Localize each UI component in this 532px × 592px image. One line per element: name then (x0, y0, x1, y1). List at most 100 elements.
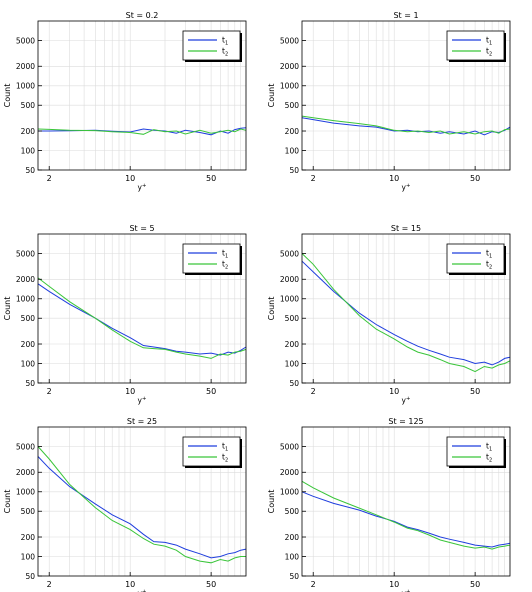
y-tick-label: 1000 (16, 82, 35, 91)
legend-box (446, 243, 505, 274)
series-2-line (37, 277, 247, 359)
legend-label-base: t (486, 47, 489, 56)
y-tick-label: 200 (21, 533, 36, 542)
y-tick-label: 500 (21, 101, 36, 110)
y-tick-label: 500 (21, 314, 36, 323)
x-tick-label: 50 (206, 580, 216, 589)
y-tick-label: 200 (21, 127, 36, 136)
legend-box (182, 243, 241, 274)
y-tick-label: 200 (285, 340, 300, 349)
legend-label-base: t (486, 442, 489, 451)
legend-label-sub: 1 (489, 447, 492, 453)
chart-title: St = 25 (127, 417, 157, 426)
legend-label: t1 (222, 442, 228, 453)
x-axis-label-sup: + (406, 396, 411, 402)
x-tick-label: 10 (389, 174, 399, 183)
legend-label-base: t (486, 36, 489, 45)
y-tick-label: 5000 (16, 36, 35, 45)
y-tick-label: 500 (285, 101, 300, 110)
legend-label: t1 (222, 249, 228, 260)
y-tick-label: 5000 (16, 442, 35, 451)
y-tick-label: 2000 (16, 468, 35, 477)
legend-label: t1 (486, 442, 492, 453)
y-tick-label: 200 (285, 533, 300, 542)
x-tick-label: 10 (125, 580, 135, 589)
series-1-line (37, 283, 247, 356)
plot-frame (301, 20, 511, 171)
x-tick-label: 2 (311, 580, 316, 589)
y-tick-label: 100 (285, 552, 300, 561)
x-axis-label: y+ (137, 183, 146, 192)
plot-frame (37, 20, 247, 171)
series-1-line (301, 491, 511, 548)
y-tick-label: 50 (289, 166, 299, 175)
y-tick-label: 100 (21, 552, 36, 561)
legend-label-sub: 2 (489, 52, 492, 58)
y-tick-label: 50 (289, 572, 299, 581)
series-2-line (301, 480, 511, 550)
y-axis-label: Count (267, 490, 276, 514)
legend-label-base: t (222, 36, 225, 45)
legend-label-base: t (486, 249, 489, 258)
legend-label: t2 (486, 453, 492, 464)
series-2-line (37, 446, 246, 564)
y-tick-label: 5000 (16, 249, 35, 258)
legend-label: t1 (486, 36, 492, 47)
legend-label: t1 (222, 36, 228, 47)
x-axis-label-sup: + (406, 589, 411, 592)
legend-label-sub: 1 (225, 41, 228, 47)
legend-label-sub: 2 (489, 265, 492, 271)
y-axis-label: Count (3, 490, 12, 514)
y-axis-label: Count (3, 84, 12, 108)
x-axis-label-sup: + (142, 396, 147, 402)
legend-label-base: t (222, 47, 225, 56)
legend-label-base: t (222, 442, 225, 451)
legend-label-sub: 1 (489, 41, 492, 47)
subplot: 2 10 50 50 100 200 500 1000 2000 5000 St = 125 y+ Co… (267, 417, 511, 592)
x-tick-label: 50 (206, 174, 216, 183)
y-tick-label: 5000 (280, 249, 299, 258)
y-tick-label: 1000 (280, 295, 299, 304)
y-tick-label: 2000 (16, 275, 35, 284)
y-tick-label: 100 (285, 359, 300, 368)
y-tick-label: 1000 (280, 82, 299, 91)
legend-label: t2 (222, 453, 228, 464)
legend-box (182, 30, 241, 61)
series-2-line (301, 115, 511, 135)
plot-frame (37, 233, 247, 384)
x-axis-label: y+ (401, 589, 410, 592)
x-tick-label: 10 (389, 580, 399, 589)
y-tick-label: 100 (21, 146, 36, 155)
series-2-line (301, 253, 511, 373)
x-axis-label-sup: + (142, 183, 147, 189)
y-tick-label: 100 (21, 359, 36, 368)
subplot: 2 10 50 50 100 200 500 1000 2000 5000 St = 25 y+ Cou… (3, 417, 247, 592)
chart-title: St = 15 (391, 224, 421, 233)
y-tick-label: 5000 (280, 442, 299, 451)
y-gridlines (38, 253, 246, 384)
y-tick-label: 50 (289, 379, 299, 388)
x-tick-label: 2 (47, 580, 52, 589)
chart-title: St = 5 (129, 224, 154, 233)
series-1-line (37, 456, 247, 559)
legend-label-sub: 2 (489, 458, 492, 464)
x-axis-label-base: y (401, 183, 406, 192)
legend-label: t2 (222, 47, 228, 58)
y-tick-label: 100 (285, 146, 300, 155)
x-tick-label: 2 (311, 387, 316, 396)
legend-label: t2 (486, 47, 492, 58)
plot-frame (301, 426, 511, 577)
plot-frame (301, 233, 511, 384)
legend-label-base: t (222, 249, 225, 258)
series-2-line (37, 128, 247, 135)
y-axis-label: Count (267, 297, 276, 321)
x-axis-label: y+ (137, 396, 146, 405)
legend-label-sub: 1 (489, 254, 492, 260)
legend-label: t2 (222, 260, 228, 271)
x-tick-label: 50 (470, 174, 480, 183)
